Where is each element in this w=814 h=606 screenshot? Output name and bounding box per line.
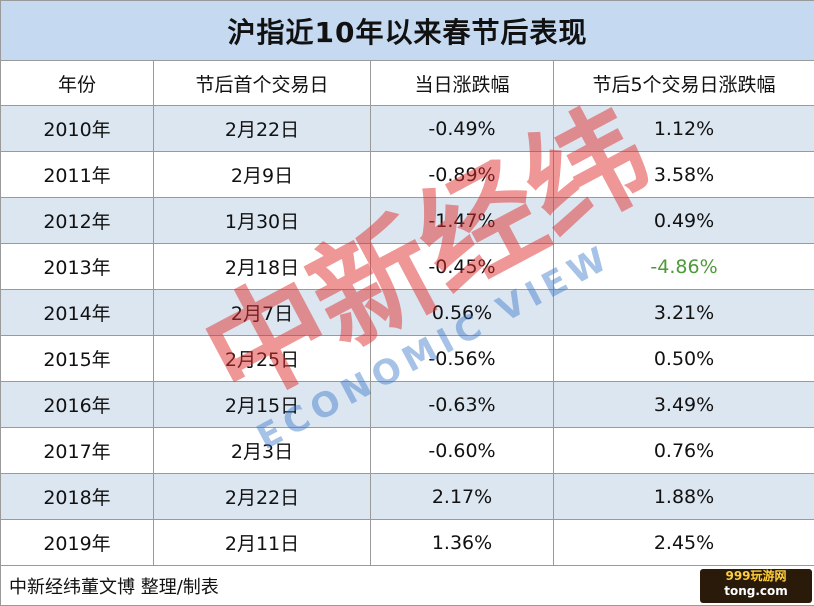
badge: 999玩游网 tong.com [700, 569, 812, 603]
cell: 1月30日 [154, 198, 371, 244]
cell: 3.49% [554, 382, 814, 428]
cell: -1.47% [371, 198, 554, 244]
cell: 2019年 [1, 520, 154, 566]
cell: 2月15日 [154, 382, 371, 428]
cell: 0.56% [371, 290, 554, 336]
cell: 2月18日 [154, 244, 371, 290]
cell: -0.60% [371, 428, 554, 474]
header-row: 年份 节后首个交易日 当日涨跌幅 节后5个交易日涨跌幅 [1, 61, 814, 106]
cell: 2010年 [1, 106, 154, 152]
cell: -0.63% [371, 382, 554, 428]
cell: -0.89% [371, 152, 554, 198]
cell: 1.36% [371, 520, 554, 566]
cell: 2015年 [1, 336, 154, 382]
cell: 2016年 [1, 382, 154, 428]
cell: 2月3日 [154, 428, 371, 474]
header-cell: 节后首个交易日 [154, 61, 371, 106]
cell: 0.50% [554, 336, 814, 382]
cell: 2.45% [554, 520, 814, 566]
cell: 2月9日 [154, 152, 371, 198]
cell: 2月11日 [154, 520, 371, 566]
header-cell: 当日涨跌幅 [371, 61, 554, 106]
badge-domain: tong.com [700, 584, 812, 599]
cell: 2011年 [1, 152, 154, 198]
cell: 1.88% [554, 474, 814, 520]
badge-name: 999玩游网 [700, 569, 812, 584]
cell: 0.49% [554, 198, 814, 244]
cell: 2018年 [1, 474, 154, 520]
footer-row: 中新经纬董文博 整理/制表 [1, 566, 814, 606]
cell: 2017年 [1, 428, 154, 474]
cell: 2012年 [1, 198, 154, 244]
title-row: 沪指近10年以来春节后表现 [1, 1, 814, 61]
cell: 2014年 [1, 290, 154, 336]
cell: -0.45% [371, 244, 554, 290]
cell: 3.21% [554, 290, 814, 336]
cell: -0.49% [371, 106, 554, 152]
header-cell: 节后5个交易日涨跌幅 [554, 61, 814, 106]
cell: 2月25日 [154, 336, 371, 382]
cell: 2月7日 [154, 290, 371, 336]
cell: -4.86% [554, 244, 814, 290]
cell: 0.76% [554, 428, 814, 474]
header-cell: 年份 [1, 61, 154, 106]
cell: 2月22日 [154, 474, 371, 520]
cell: 2月22日 [154, 106, 371, 152]
cell: 1.12% [554, 106, 814, 152]
cell: 2013年 [1, 244, 154, 290]
title: 沪指近10年以来春节后表现 [1, 1, 814, 61]
cell: -0.56% [371, 336, 554, 382]
footer: 中新经纬董文博 整理/制表 [1, 566, 814, 606]
cell: 2.17% [371, 474, 554, 520]
cell: 3.58% [554, 152, 814, 198]
